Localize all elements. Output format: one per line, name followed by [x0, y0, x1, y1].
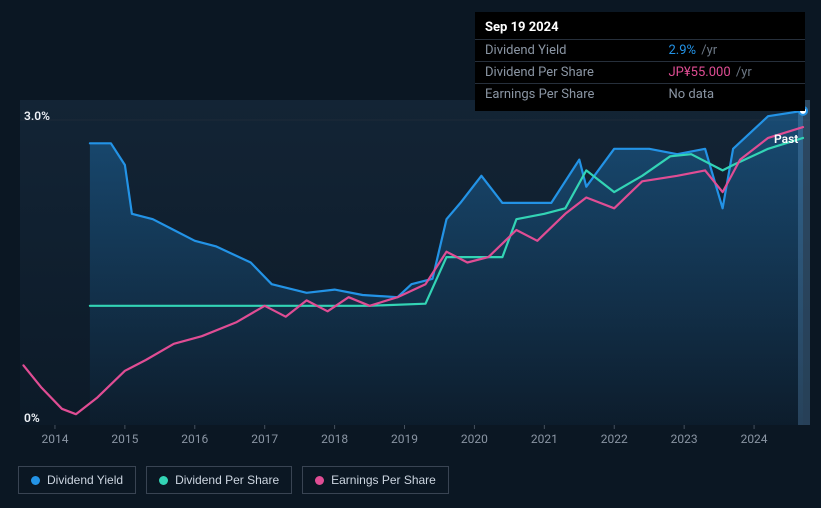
y-axis-min-label: 0% [24, 411, 40, 425]
legend-dot-icon [31, 476, 40, 485]
tooltip-row-value: No data [658, 84, 805, 106]
legend-label: Dividend Yield [47, 473, 123, 487]
tooltip-row: Dividend Yield2.9% /yr [475, 40, 805, 62]
x-tick-label: 2023 [671, 432, 698, 446]
x-tick-label: 2014 [41, 432, 68, 446]
x-tick-label: 2020 [461, 432, 488, 446]
tooltip-table: Dividend Yield2.9% /yrDividend Per Share… [475, 39, 805, 105]
legend-label: Earnings Per Share [331, 473, 436, 487]
x-tick-label: 2022 [601, 432, 628, 446]
x-tick-label: 2016 [181, 432, 208, 446]
x-tick-label: 2018 [321, 432, 348, 446]
tooltip-row: Dividend Per ShareJP¥55.000 /yr [475, 62, 805, 84]
tooltip-row-label: Dividend Yield [475, 40, 658, 62]
legend-dot-icon [159, 476, 168, 485]
y-axis-max-label: 3.0% [24, 109, 50, 123]
tooltip-date: Sep 19 2024 [475, 18, 805, 39]
x-tick-label: 2024 [741, 432, 768, 446]
tooltip-row-label: Dividend Per Share [475, 62, 658, 84]
tooltip-row-label: Earnings Per Share [475, 84, 658, 106]
dividend-chart: 3.0% 0% Past 2014 2015 2016 2017 2018 2019 202… [0, 0, 821, 508]
legend-dividend-per-share[interactable]: Dividend Per Share [146, 466, 292, 494]
legend: Dividend Yield Dividend Per Share Earnin… [18, 466, 449, 494]
legend-dividend-yield[interactable]: Dividend Yield [18, 466, 136, 494]
tooltip-row-value: JP¥55.000 /yr [658, 62, 805, 84]
x-tick-label: 2015 [111, 432, 138, 446]
past-label: Past [774, 132, 798, 146]
x-tick-label: 2021 [531, 432, 558, 446]
legend-earnings-per-share[interactable]: Earnings Per Share [302, 466, 449, 494]
legend-dot-icon [315, 476, 324, 485]
x-tick-label: 2019 [391, 432, 418, 446]
tooltip-row-value: 2.9% /yr [658, 40, 805, 62]
tooltip-row: Earnings Per ShareNo data [475, 84, 805, 106]
legend-label: Dividend Per Share [175, 473, 279, 487]
data-tooltip: Sep 19 2024 Dividend Yield2.9% /yrDivide… [475, 12, 805, 111]
x-tick-label: 2017 [251, 432, 278, 446]
